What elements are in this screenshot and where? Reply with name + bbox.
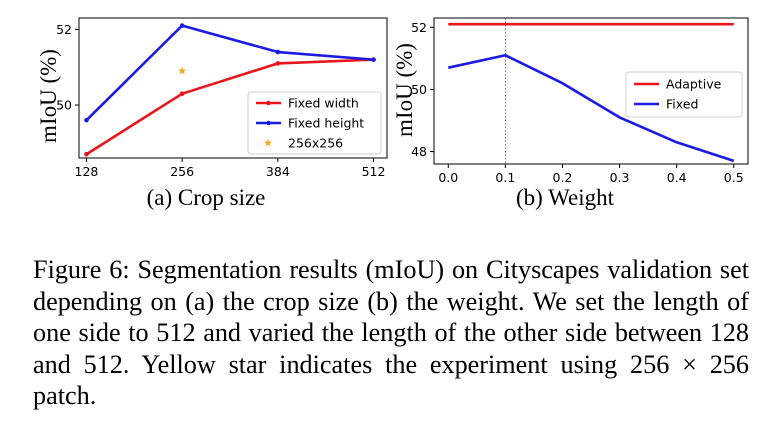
panel-b-plot-area: 0.0 0.1 0.2 0.3 0.4 0.5 48 50 52 Adaptive Fixed — [411, 17, 749, 185]
b-xtick-label: 0.2 — [553, 170, 573, 185]
a-series-2-point — [179, 23, 185, 28]
a-series-2-point — [84, 117, 89, 123]
a-legend-label: Fixed height — [288, 116, 364, 131]
panel-a-subcaption: (a) Crop size — [147, 185, 266, 210]
panel-weight: mIoU (%) 0.0 0.1 0.2 0.3 0.4 0.5 48 50 52 Adaptiv… — [392, 17, 749, 210]
caption-tail: patch. — [33, 381, 97, 410]
a-legend-label: 256x256 — [288, 136, 343, 151]
a-axes-frame — [78, 17, 388, 159]
a-series-1-point — [179, 91, 185, 96]
b-legend-label: Adaptive — [666, 77, 722, 92]
a-legend-marker — [266, 100, 271, 106]
a-xtick-label: 128 — [75, 164, 99, 179]
panel-b-ylabel: mIoU (%) — [392, 43, 417, 137]
panel-a-plot-area: 128 256 384 512 50 52 Fixed width Fixed height 2… — [56, 17, 388, 179]
b-xtick-label: 0.4 — [667, 170, 687, 185]
a-series-line-2 — [85, 24, 374, 122]
a-series-1-point — [275, 61, 281, 66]
b-legend-label: Fixed — [666, 97, 698, 112]
b-axes-frame — [433, 17, 749, 165]
b-ytick-label: 52 — [411, 20, 427, 35]
a-star-point — [178, 66, 187, 75]
a-ytick-label: 50 — [56, 98, 72, 113]
a-xtick-label: 512 — [362, 164, 386, 179]
b-series-line-2 — [447, 53, 735, 163]
a-ytick-label: 52 — [56, 22, 72, 37]
a-series-2-point — [275, 49, 281, 55]
a-legend-box — [247, 91, 382, 155]
a-series-line-1 — [85, 58, 374, 156]
b-ytick-label: 50 — [411, 82, 427, 97]
b-xtick-label: 0.3 — [610, 170, 630, 185]
b-xtick-label: 0.1 — [495, 170, 515, 185]
figure-caption: Figure 6: Segmentation results (mIoU) on… — [33, 254, 749, 412]
a-xtick-label: 384 — [266, 164, 290, 179]
panel-crop-size: mIoU (%) 128 256 384 512 50 52 Fixed width Fixe… — [36, 17, 388, 210]
caption-math: 256 × 256 — [630, 349, 749, 379]
a-xtick-label: 256 — [170, 164, 194, 179]
a-legend-label: Fixed width — [288, 96, 359, 111]
caption-label: Figure 6: — [33, 255, 130, 284]
panel-a-ylabel: mIoU (%) — [36, 49, 61, 143]
a-series-2-point — [371, 57, 376, 62]
caption-text: Segmentation results (mIoU) on Cityscape… — [33, 255, 749, 379]
a-legend-marker — [266, 120, 271, 126]
b-xtick-label: 0.0 — [438, 170, 458, 185]
a-legend-star — [264, 138, 272, 147]
b-ytick-label: 48 — [411, 144, 427, 159]
a-series-1-point — [84, 151, 89, 157]
b-xtick-label: 0.5 — [724, 170, 744, 185]
panel-b-subcaption: (b) Weight — [516, 185, 615, 210]
